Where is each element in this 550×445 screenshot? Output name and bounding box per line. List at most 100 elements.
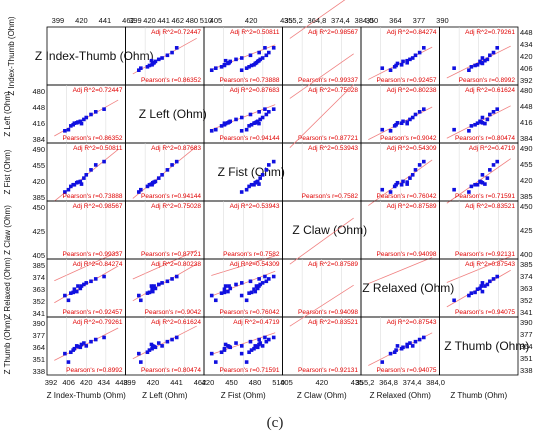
right-tick-label: 448 [520,28,533,37]
right-tick-label: 385 [520,260,533,269]
data-point [469,184,474,189]
data-point [422,107,426,111]
fit-line [289,84,354,148]
pearson-label: Pearson's r=0.94144 [141,193,201,200]
data-point [89,339,93,344]
data-point [475,287,480,292]
data-point [399,62,404,67]
top-tick-label: 364 [389,16,402,25]
data-point [209,68,214,73]
data-point [234,117,238,122]
data-point [82,282,86,287]
data-point [76,344,80,349]
data-point [244,360,249,364]
right-tick-label: 455 [520,160,533,169]
data-point [153,179,158,184]
data-point [475,182,480,187]
diagonal-label: Z Left (Ohm) [139,107,207,121]
data-point [417,163,422,167]
data-point [156,282,161,287]
left-tick-label: 385 [32,261,45,270]
data-point [488,279,492,284]
row-axis-label: Z Index-Thumb (Ohm) [7,16,16,95]
data-point [488,112,492,117]
data-point [228,345,233,350]
data-point [174,159,179,164]
adj-r2-label: Adj R^2=0.83521 [308,319,358,326]
data-point [160,173,164,177]
data-point [153,286,158,291]
data-point [84,344,89,348]
data-point [475,62,480,67]
data-point [255,286,260,291]
data-point [79,182,84,186]
data-point [264,279,269,284]
data-point [485,176,490,180]
data-point [84,173,89,177]
data-point [219,291,224,295]
data-point [248,339,253,344]
top-tick-label: 462 [122,16,135,25]
data-point [63,351,67,356]
right-tick-label: 377 [520,330,533,339]
data-point [260,173,265,177]
data-point [63,129,67,133]
bottom-tick-label: 406 [62,378,75,387]
adj-r2-label: Adj R^2=0.4719 [233,319,280,326]
data-point [266,163,271,167]
data-point [388,351,393,356]
pearson-label: Pearson's r=0.92457 [63,309,123,316]
data-point [405,342,409,347]
row-axis-label: Z Relaxed (Ohm) [3,257,12,319]
adj-r2-label: Adj R^2=0.72447 [151,29,201,36]
data-point [223,58,228,63]
adj-r2-label: Adj R^2=0.53943 [230,203,280,210]
fit-line [132,263,197,302]
adj-r2-label: Adj R^2=0.83521 [465,203,515,210]
data-point [248,112,253,117]
data-point [405,121,409,126]
data-point [69,184,73,189]
data-point [271,159,276,164]
fit-line [289,0,346,39]
fit-line [368,257,433,284]
fit-line [289,284,354,327]
row-axis-label: Z Left (Ohm) [3,91,12,137]
data-point [149,58,154,63]
data-point [153,59,158,64]
left-tick-label: 416 [32,119,45,128]
data-point [150,346,154,351]
data-point [257,277,261,281]
data-point [223,342,228,347]
adj-r2-label: Adj R^2=0.87589 [308,261,358,268]
data-point [147,348,152,352]
fit-line [132,325,197,360]
right-tick-label: 480 [520,86,533,95]
pearson-label: Pearson's r=0.9042 [145,309,202,316]
data-point [209,293,214,298]
bottom-tick-label: 480 [249,378,262,387]
data-point [410,115,415,120]
data-point [253,289,258,294]
left-tick-label: 450 [32,203,45,212]
data-point [264,339,269,344]
data-point [405,344,409,349]
data-point [491,110,496,114]
adj-r2-label: Adj R^2=0.4719 [469,145,516,152]
left-tick-label: 351 [32,355,45,364]
adj-r2-label: Adj R^2=0.79261 [465,29,515,36]
data-point [72,346,77,351]
data-point [475,121,480,126]
data-point [467,190,471,194]
data-point [145,184,150,189]
top-tick-label: 399 [129,16,142,25]
left-tick-label: 390 [32,319,45,328]
data-point [223,121,228,126]
left-tick-label: 385 [32,193,45,202]
data-point [222,290,227,295]
data-point [139,360,143,364]
adj-r2-label: Adj R^2=0.61624 [465,87,515,94]
data-point [239,68,244,73]
fit-line [132,146,197,199]
data-point [380,360,385,364]
